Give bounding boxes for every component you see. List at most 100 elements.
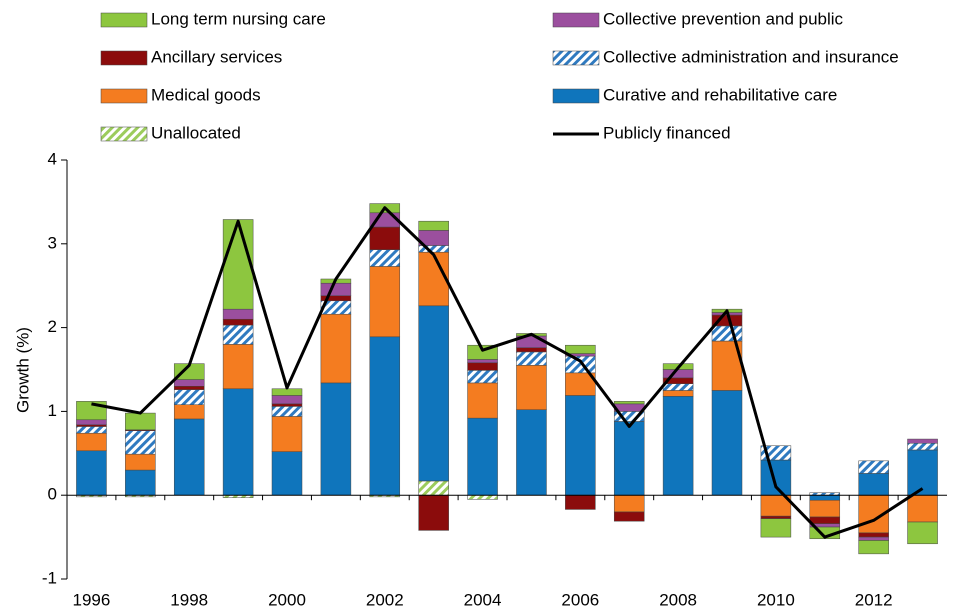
bar <box>613 494 645 513</box>
bar <box>271 416 303 452</box>
x-tick-label: 2010 <box>757 590 795 609</box>
bar <box>662 396 694 496</box>
bar <box>369 336 401 496</box>
legend-swatch <box>552 12 600 28</box>
bar <box>565 355 596 374</box>
bar <box>858 532 889 538</box>
bar <box>222 219 254 310</box>
bar <box>907 442 938 451</box>
legend-swatch <box>100 126 148 142</box>
x-tick-label: 1998 <box>170 590 208 609</box>
y-tick-label: 0 <box>48 485 57 504</box>
y-tick-label: 2 <box>48 317 57 336</box>
line <box>91 206 924 539</box>
legend-swatch <box>100 12 148 28</box>
bar <box>369 266 401 338</box>
bar <box>516 347 547 353</box>
bar <box>760 515 792 519</box>
bar <box>271 403 303 407</box>
bar <box>467 362 498 371</box>
bar <box>125 430 156 455</box>
bar <box>222 388 254 496</box>
bar <box>173 386 205 390</box>
x-tick-label: 2004 <box>464 590 502 609</box>
bar <box>907 449 938 496</box>
bar <box>222 324 254 345</box>
bar <box>222 318 254 326</box>
legend-label: Publicly financed <box>603 123 731 142</box>
bar <box>467 382 498 419</box>
bar <box>809 499 841 518</box>
bar <box>516 351 547 366</box>
bar <box>516 365 547 410</box>
bar <box>662 369 694 379</box>
bar <box>467 494 498 500</box>
bar <box>320 382 352 496</box>
bar <box>320 282 352 297</box>
bar <box>173 404 205 420</box>
legend-label: Curative and rehabilitative care <box>603 85 837 104</box>
legend-swatch <box>100 50 148 66</box>
bar <box>565 395 596 496</box>
legend-label: Collective administration and insurance <box>603 47 899 66</box>
bar <box>125 469 156 496</box>
bar <box>76 450 107 496</box>
legend-label: Unallocated <box>151 123 241 142</box>
bar <box>76 426 107 434</box>
bar <box>418 220 449 231</box>
bar <box>271 388 303 396</box>
legend-label: Ancillary services <box>151 47 282 66</box>
y-tick-label: 4 <box>48 149 57 168</box>
bar <box>418 480 449 496</box>
bar <box>125 453 156 471</box>
x-tick-label: 2006 <box>561 590 599 609</box>
bar <box>222 344 254 390</box>
bar <box>76 419 107 426</box>
y-tick-label: -1 <box>42 568 57 587</box>
bar <box>418 305 449 482</box>
legend-label: Long term nursing care <box>151 9 326 28</box>
bar <box>222 308 254 320</box>
bar <box>907 521 938 545</box>
bar <box>858 473 889 496</box>
bar <box>613 421 645 496</box>
bar <box>467 359 498 364</box>
bar <box>271 406 303 417</box>
x-tick-label: 2012 <box>855 590 893 609</box>
legend-swatch <box>552 50 600 66</box>
x-tick-label: 2000 <box>268 590 306 609</box>
bar <box>369 249 401 267</box>
bar <box>907 438 938 444</box>
bar <box>662 390 694 397</box>
bar <box>516 409 547 496</box>
bar <box>125 412 156 431</box>
bar <box>467 370 498 384</box>
bar <box>173 379 205 387</box>
x-tick-label: 2008 <box>659 590 697 609</box>
bar <box>858 536 889 541</box>
bar <box>76 424 107 427</box>
bar <box>858 540 889 555</box>
bar <box>809 516 841 524</box>
bar <box>418 494 449 531</box>
x-tick-label: 2002 <box>366 590 404 609</box>
y-axis-label: Growth (%) <box>13 327 32 413</box>
bar <box>565 494 596 510</box>
bar <box>173 418 205 496</box>
bar <box>907 494 938 523</box>
bar <box>858 460 889 474</box>
y-tick-label: 3 <box>48 233 57 252</box>
bar <box>271 395 303 405</box>
bar <box>760 459 792 496</box>
bar <box>613 401 645 405</box>
bar <box>662 383 694 391</box>
bar <box>467 417 498 496</box>
legend-swatch <box>100 88 148 104</box>
x-tick-label: 1996 <box>73 590 111 609</box>
bar <box>320 313 352 384</box>
bar <box>711 325 743 342</box>
bar <box>76 432 107 452</box>
legend-label: Medical goods <box>151 85 261 104</box>
y-tick-label: 1 <box>48 401 57 420</box>
